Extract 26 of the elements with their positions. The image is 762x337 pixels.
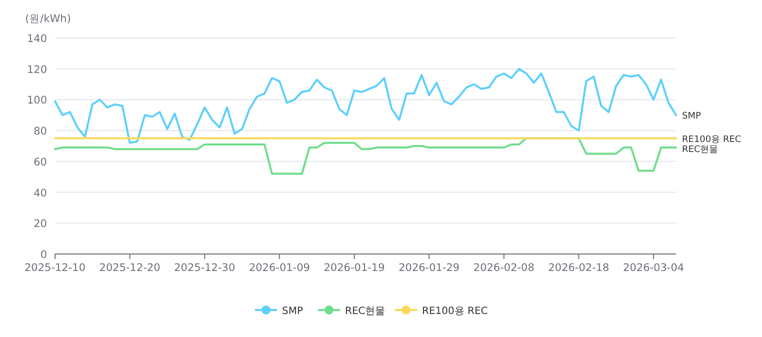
- y-tick-label: 20: [34, 218, 47, 230]
- line-series: [54, 137, 677, 175]
- legend-label: SMP: [282, 306, 304, 317]
- x-tick-label: 2025-12-20: [99, 262, 160, 274]
- x-tick-label: 2025-12-30: [174, 262, 236, 274]
- y-axis-title: (원/kWh): [25, 13, 71, 25]
- y-tick-label: 100: [26, 94, 47, 107]
- x-tick-label: 2026-01-19: [324, 262, 385, 274]
- x-tick-label: 2025-12-10: [24, 262, 86, 274]
- text: RE100용 REC: [682, 134, 742, 145]
- x-tick-label: 2026-01-09: [248, 262, 310, 274]
- x-tick-label: 2026-03-04: [623, 262, 684, 274]
- x-tick-label: 2026-02-08: [473, 262, 534, 274]
- y-tick-label: 120: [26, 64, 47, 76]
- text: REC현물: [682, 144, 718, 155]
- x-tick-label: 2026-02-18: [548, 262, 610, 274]
- legend-label: RE100용 REC: [422, 306, 488, 317]
- y-tick-label: 60: [34, 156, 47, 168]
- legend-label: REC현물: [345, 306, 386, 317]
- text: SMP: [682, 112, 701, 122]
- y-tick-label: 80: [34, 126, 47, 138]
- y-tick-label: 40: [34, 187, 47, 200]
- line-series: [54, 68, 677, 144]
- x-tick-label: 2026-01-29: [398, 262, 460, 274]
- y-tick-label: 140: [26, 33, 47, 45]
- y-tick-label: 0: [40, 249, 47, 261]
